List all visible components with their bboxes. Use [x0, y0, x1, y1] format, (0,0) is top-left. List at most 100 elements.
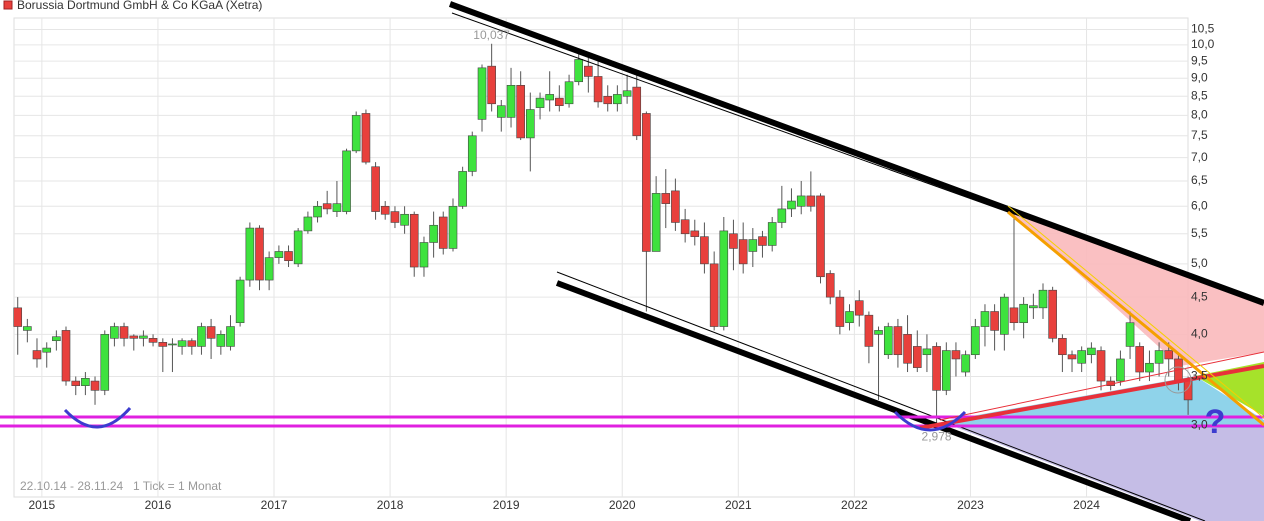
candle-body [235, 279, 245, 324]
candle-body [816, 195, 825, 278]
candle-body [516, 85, 525, 139]
tick-note: 1 Tick = 1 Monat [133, 479, 222, 493]
candle-body [158, 342, 168, 347]
candle-body [32, 350, 42, 360]
candle-body [1038, 289, 1048, 309]
channel-bottom [555, 280, 1192, 521]
high-label: 10,037 [473, 28, 510, 42]
candle-body [671, 190, 680, 223]
candle-body [13, 307, 23, 327]
candle-body [584, 65, 593, 77]
candle-body [961, 354, 970, 373]
candle-body [81, 378, 90, 386]
candle-body [351, 115, 361, 152]
candle-body [758, 236, 767, 246]
legend-label: Borussia Dortmund GmbH & Co KGaA (Xetra) [17, 0, 262, 12]
candle-body [496, 105, 506, 118]
candle-body [632, 86, 642, 137]
candle-body [738, 239, 748, 265]
candle-body [245, 227, 255, 281]
candle-body [854, 300, 864, 316]
candle-body [787, 200, 796, 210]
y-tick-label: 7,5 [1191, 128, 1208, 142]
candle-body [603, 95, 613, 105]
candle-body [922, 348, 932, 356]
candle-body [206, 326, 216, 339]
candle-body [1096, 350, 1106, 382]
candle-body [216, 334, 226, 347]
candle-body [748, 239, 758, 252]
candle-body [1048, 289, 1057, 339]
x-tick-label: 2015 [29, 498, 56, 512]
candle-body [690, 230, 700, 237]
candle-body [139, 335, 148, 339]
candle-body [226, 326, 235, 347]
channel-top [448, 1, 1264, 306]
candle-body [177, 340, 187, 347]
candle-body [409, 213, 419, 268]
candle-body [100, 334, 110, 391]
y-tick-label: 3,5 [1191, 369, 1208, 383]
candle-body [148, 338, 158, 343]
candle-body [293, 230, 303, 265]
bottom-arc [63, 407, 132, 429]
candle-body [903, 334, 912, 364]
y-tick-label: 10,0 [1191, 37, 1215, 51]
y-tick-label: 9,0 [1191, 70, 1208, 84]
candle-body [274, 251, 284, 258]
candle-body [187, 340, 197, 347]
candle-body [980, 311, 990, 327]
y-tick-label: 9,5 [1191, 53, 1208, 67]
candle-body [371, 166, 380, 212]
candle-body [874, 330, 883, 335]
candle-body [110, 326, 119, 339]
x-tick-label: 2024 [1073, 498, 1100, 512]
candle-body [264, 257, 274, 281]
candle-body [593, 76, 603, 103]
candle-body [564, 81, 574, 105]
candle-body [342, 150, 351, 212]
y-tick-label: 8,5 [1191, 88, 1208, 102]
candle-body [303, 216, 313, 232]
candle-body [1087, 347, 1096, 356]
x-tick-label: 2017 [261, 498, 288, 512]
y-tick-label: 4,5 [1191, 289, 1208, 303]
candle-body [1077, 350, 1086, 364]
candle-body [197, 326, 206, 347]
channel-bottom-thin [556, 271, 1206, 521]
candle-body [767, 222, 777, 246]
candle-body [719, 230, 729, 327]
x-tick-label: 2019 [493, 498, 520, 512]
candle-body [990, 311, 999, 331]
candle-body [119, 326, 129, 339]
candle-body [419, 242, 429, 268]
candle-body [42, 347, 52, 353]
candle-body [1019, 303, 1028, 324]
candle-body [1154, 350, 1164, 364]
candle-body [1116, 358, 1125, 382]
x-tick-label: 2021 [725, 498, 752, 512]
candle-body [661, 193, 671, 204]
candle-body [313, 205, 322, 218]
candle-body [574, 59, 584, 83]
candle-body [951, 350, 961, 360]
highlight-circle [1164, 366, 1192, 394]
x-tick-label: 2023 [957, 498, 984, 512]
question-mark: ? [1205, 403, 1226, 441]
candle-body [1125, 322, 1135, 347]
candle-body [777, 208, 787, 223]
lavender-zone [958, 428, 1264, 521]
candle-body [506, 85, 516, 118]
candle-body [642, 113, 651, 252]
candle-body [845, 311, 854, 324]
resistance-line [1007, 210, 1264, 427]
y-tick-label: 6,5 [1191, 173, 1208, 187]
x-tick-label: 2022 [841, 498, 868, 512]
candle-body [912, 346, 922, 368]
pink-zone [1008, 210, 1264, 366]
candle-body [1058, 338, 1067, 356]
candle-body [806, 195, 816, 207]
y-tick-label: 8,0 [1191, 108, 1208, 122]
